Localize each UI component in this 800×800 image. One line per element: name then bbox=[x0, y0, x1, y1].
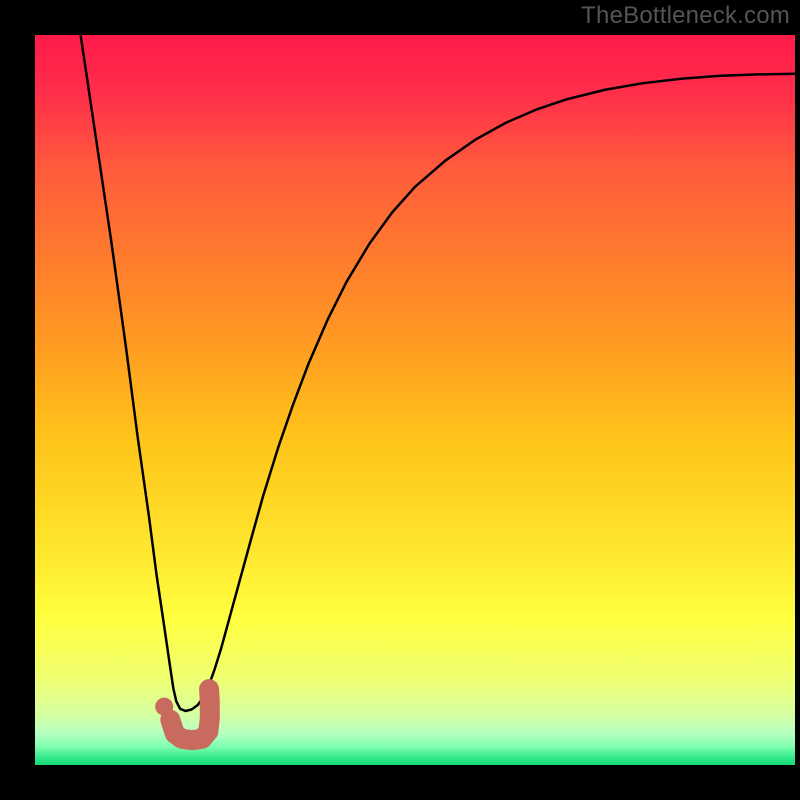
bottleneck-curve-layer bbox=[35, 35, 795, 765]
bottleneck-curve bbox=[81, 35, 795, 711]
optimal-marker-dot bbox=[155, 698, 173, 716]
watermark-text: TheBottleneck.com bbox=[581, 2, 790, 30]
image-frame: TheBottleneck.com bbox=[0, 0, 800, 800]
plot-area bbox=[35, 35, 795, 765]
